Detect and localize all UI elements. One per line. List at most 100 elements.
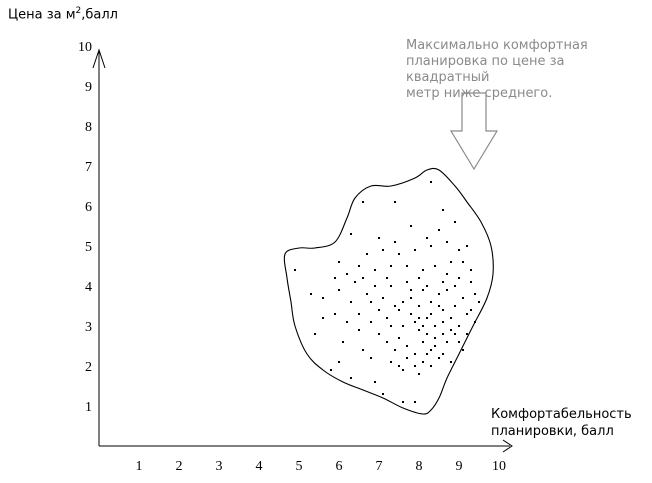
data-point	[430, 349, 432, 351]
data-point	[358, 265, 360, 267]
data-point	[386, 341, 388, 343]
y-tick-label: 4	[85, 280, 92, 295]
data-point	[410, 297, 412, 299]
data-point	[342, 341, 344, 343]
data-point	[466, 245, 468, 247]
x-tick-label: 4	[256, 459, 263, 474]
y-axis-title-superscript: 2	[75, 6, 82, 16]
data-point	[390, 285, 392, 287]
y-tick-label: 3	[85, 320, 92, 335]
data-point	[458, 249, 460, 251]
data-point	[458, 341, 460, 343]
data-point	[442, 209, 444, 211]
data-point	[378, 333, 380, 335]
y-axis-title-suffix: ,балл	[81, 7, 118, 23]
x-tick-label: 6	[336, 459, 343, 474]
data-point	[386, 317, 388, 319]
x-tick-label: 5	[296, 459, 303, 474]
data-point	[446, 273, 448, 275]
data-point	[346, 273, 348, 275]
data-point	[394, 201, 396, 203]
y-tick-label: 2	[85, 360, 92, 375]
data-point	[434, 325, 436, 327]
x-tick-label: 7	[376, 459, 383, 474]
data-point	[474, 321, 476, 323]
data-point	[430, 365, 432, 367]
down-arrow-icon	[449, 92, 499, 171]
data-point	[402, 301, 404, 303]
y-axis-title: Цена за м2,балл	[8, 6, 118, 22]
data-point	[410, 225, 412, 227]
data-point	[362, 349, 364, 351]
data-point	[442, 309, 444, 311]
data-point	[310, 293, 312, 295]
data-point	[418, 329, 420, 331]
data-point	[422, 289, 424, 291]
data-point	[402, 369, 404, 371]
data-point	[426, 237, 428, 239]
data-point	[330, 369, 332, 371]
data-point	[418, 277, 420, 279]
data-point	[398, 337, 400, 339]
data-point	[462, 297, 464, 299]
data-point	[374, 285, 376, 287]
data-point	[418, 305, 420, 307]
data-point	[430, 313, 432, 315]
data-point	[430, 181, 432, 183]
data-point	[414, 249, 416, 251]
x-tick-label: 3	[216, 459, 223, 474]
annotation-line-3: метр ниже среднего.	[406, 86, 553, 101]
data-point	[414, 365, 416, 367]
y-axis-title-prefix: Цена за м	[8, 7, 76, 23]
data-point	[394, 241, 396, 243]
data-point	[430, 301, 432, 303]
data-point	[442, 321, 444, 323]
data-point	[422, 325, 424, 327]
data-point	[418, 373, 420, 375]
data-point	[406, 345, 408, 347]
data-point	[414, 353, 416, 355]
data-point	[426, 353, 428, 355]
data-point	[454, 221, 456, 223]
data-point	[454, 333, 456, 335]
data-point	[322, 297, 324, 299]
data-point	[382, 393, 384, 395]
data-point	[322, 317, 324, 319]
data-point	[446, 341, 448, 343]
data-point	[354, 281, 356, 283]
y-tick-label: 10	[78, 40, 92, 55]
data-point	[374, 269, 376, 271]
data-point	[374, 381, 376, 383]
x-tick-label: 9	[456, 459, 463, 474]
data-point	[346, 321, 348, 323]
annotation-line-1: Максимально комфортная	[406, 38, 588, 53]
data-point	[434, 265, 436, 267]
data-point	[366, 293, 368, 295]
data-point	[362, 277, 364, 279]
data-point	[338, 289, 340, 291]
data-point	[458, 325, 460, 327]
data-point	[406, 281, 408, 283]
data-point	[426, 285, 428, 287]
data-point	[454, 305, 456, 307]
data-point	[378, 309, 380, 311]
data-point	[462, 261, 464, 263]
data-point	[390, 325, 392, 327]
data-point	[390, 361, 392, 363]
data-point	[450, 361, 452, 363]
data-point	[422, 269, 424, 271]
data-point	[478, 301, 480, 303]
data-point	[470, 269, 472, 271]
y-tick-label: 8	[85, 120, 92, 135]
data-point	[410, 313, 412, 315]
data-point	[394, 305, 396, 307]
data-point	[454, 285, 456, 287]
data-point	[446, 241, 448, 243]
x-tick-label: 1	[136, 459, 143, 474]
x-tick-label: 8	[416, 459, 423, 474]
data-point	[334, 313, 336, 315]
y-tick-label: 1	[85, 400, 92, 415]
data-point	[466, 313, 468, 315]
data-point	[446, 289, 448, 291]
